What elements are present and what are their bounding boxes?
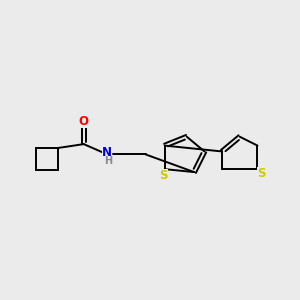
Text: H: H	[104, 156, 112, 166]
Text: S: S	[159, 169, 167, 182]
Text: O: O	[79, 115, 89, 128]
Text: S: S	[257, 167, 265, 180]
Text: N: N	[102, 146, 112, 159]
